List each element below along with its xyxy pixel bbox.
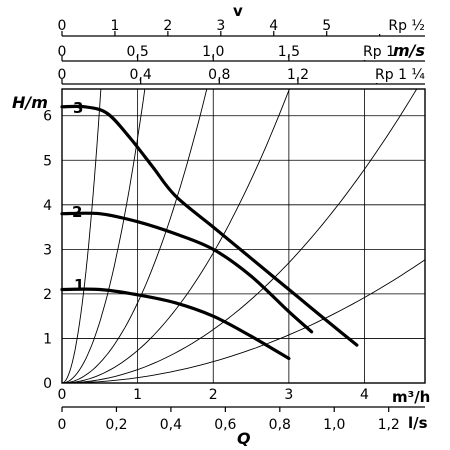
pipe-size-label: Rp ½ [388,18,425,34]
velocity-tick-label: 5 [322,18,331,34]
system-curve [61,88,290,384]
x-tick-label: 3 [284,387,293,403]
pipe-label-background [346,65,426,83]
ls-tick-label: 0,6 [214,417,236,433]
pump-curve-1 [60,287,291,361]
ls-tick-label: 1,2 [378,417,400,433]
pump-curve-label: 3 [73,99,83,117]
pipe-size-label: Rp 1 [363,44,395,60]
velocity-tick-label: 0 [58,67,67,83]
system-curves [61,88,426,384]
velocity-symbol: v [233,2,243,20]
velocity-unit-label: m/s [393,41,425,60]
x-tick-label: 4 [360,387,369,403]
system-curve [61,88,102,384]
velocity-tick-label: 1 [110,18,119,34]
velocity-tick-label: 0,8 [208,67,230,83]
x-tick-label: 0 [58,387,67,403]
velocity-tick-label: 1,2 [287,67,309,83]
velocity-scales: 0123456Rp ½00,51,01,52,0m/sRp 100,40,81,… [58,16,426,85]
gridlines [62,89,425,383]
x-tick-label: 2 [209,387,218,403]
y-tick-label: 0 [43,376,52,392]
x-axis-label-m3h: m³/h [392,388,430,406]
x-axis-label-ls: l/s [408,414,428,432]
flow-symbol-q: Q [237,429,251,448]
y-tick-label: 1 [43,331,52,347]
velocity-tick-label: 2 [163,18,172,34]
pump-curves: 1 2 3 [60,99,359,361]
y-tick-label: 4 [43,198,52,214]
pipe-label-background [346,42,426,60]
pipe-label-background [346,16,426,34]
velocity-tick-label: 1,0 [202,44,224,60]
pump-curve-label: 1 [74,276,84,294]
system-curve [61,88,418,384]
y-axis-label: H/m [12,93,48,112]
ls-tick-label: 0,2 [105,417,127,433]
system-curve [61,88,208,384]
x-tick-label: 1 [133,387,142,403]
y-tick-label: 3 [43,242,52,258]
velocity-tick-label: 0 [58,18,67,34]
velocity-tick-label: 1,5 [278,44,300,60]
ls-tick-label: 0,4 [160,417,182,433]
pump-curve-label: 2 [72,203,82,221]
pipe-size-label: Rp 1 ¼ [375,67,425,83]
ls-tick-label: 0 [58,417,67,433]
velocity-tick-label: 0,5 [126,44,148,60]
y-tick-label: 5 [43,153,52,169]
axes: 0 1 2 3 4 5 6 0 1 2 3 4 0 0,2 0,4 0,6 0,8 1,0 1,2 [43,109,425,433]
ls-tick-label: 1,0 [323,417,345,433]
ls-tick-label: 0,8 [269,417,291,433]
y-tick-label: 2 [43,287,52,303]
pump-curve-2 [60,211,314,334]
velocity-tick-label: 4 [269,18,278,34]
y-tick-label: 6 [43,109,52,125]
velocity-tick-label: 3 [216,18,225,34]
velocity-tick-label: 0,4 [130,67,152,83]
pump-curve-3 [60,104,359,347]
system-curve [61,88,146,384]
velocity-tick-label: 0 [58,44,67,60]
system-curve [62,259,426,384]
plot-frame [61,88,426,384]
